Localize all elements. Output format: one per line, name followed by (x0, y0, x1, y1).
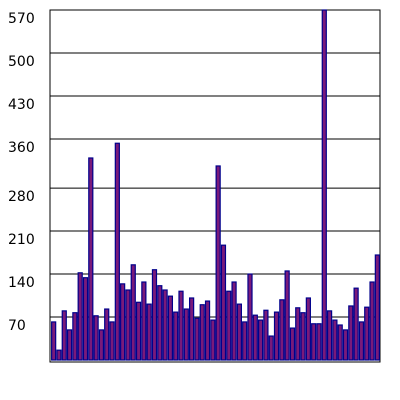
bar (342, 329, 349, 361)
bar (257, 319, 264, 361)
bar (183, 308, 189, 361)
bar (252, 314, 258, 361)
bar (231, 281, 237, 361)
bar (135, 301, 142, 361)
bar (66, 329, 73, 361)
bar (369, 281, 375, 361)
bar (311, 323, 317, 361)
bar (326, 310, 333, 361)
bar (295, 307, 301, 361)
bar (273, 311, 280, 361)
bar (321, 9, 327, 361)
y-tick-label: 430 (8, 97, 35, 113)
bar (125, 289, 131, 361)
bar (146, 303, 152, 361)
bar (268, 335, 274, 361)
y-tick-label: 210 (8, 232, 35, 248)
bar (61, 310, 67, 361)
bar (353, 287, 359, 361)
bar (93, 315, 99, 361)
bar (305, 297, 311, 361)
bar (220, 244, 227, 361)
bar (348, 305, 354, 361)
bar (141, 281, 147, 361)
bar (98, 329, 105, 361)
bar (77, 272, 83, 361)
bar (82, 277, 89, 361)
bar (300, 312, 306, 361)
bar (72, 312, 78, 361)
bar (247, 273, 253, 361)
bar (204, 300, 211, 361)
bar (56, 349, 62, 361)
bar (120, 283, 126, 361)
bar (157, 285, 163, 361)
bar (199, 304, 205, 361)
bar (332, 319, 338, 361)
bar (242, 321, 248, 361)
bar (215, 165, 221, 361)
bar (189, 297, 195, 361)
y-tick-label: 570 (8, 11, 35, 27)
bar (114, 142, 120, 361)
bar (173, 311, 179, 361)
bar (104, 308, 110, 361)
y-tick-label: 280 (8, 189, 35, 205)
y-tick-label: 70 (8, 318, 26, 334)
bar (337, 324, 343, 361)
y-tick-label: 360 (8, 140, 35, 156)
plot-frame (49, 9, 381, 363)
bar (374, 254, 380, 361)
bar (316, 323, 322, 361)
y-tick-label: 500 (8, 54, 35, 70)
bar (151, 269, 158, 361)
bar (162, 289, 168, 361)
bar (289, 327, 296, 361)
bar (178, 290, 184, 361)
y-tick-label: 140 (8, 275, 35, 291)
bar (51, 321, 57, 361)
bar (194, 317, 200, 361)
bar (210, 319, 216, 361)
bar (130, 264, 136, 361)
bar (226, 290, 232, 361)
bar (263, 309, 269, 361)
bar (236, 303, 242, 361)
bar (109, 321, 115, 361)
bar (279, 299, 285, 361)
bar (167, 295, 174, 361)
bar (284, 270, 290, 361)
bar (364, 306, 370, 361)
bar (358, 321, 365, 361)
bar (88, 157, 94, 361)
